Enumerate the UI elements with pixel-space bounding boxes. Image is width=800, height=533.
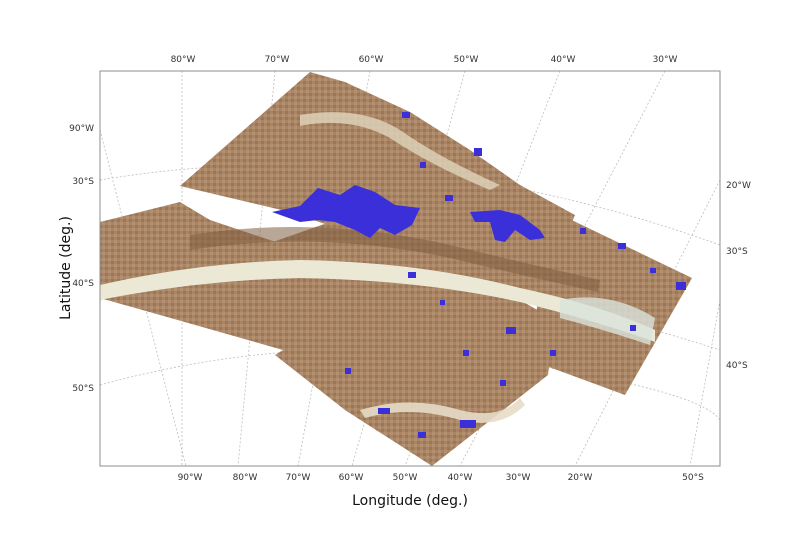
bottom-tick: 90°W bbox=[178, 473, 203, 483]
bottom-tick: 20°W bbox=[568, 473, 593, 483]
plot-frame bbox=[99, 70, 721, 467]
light-band-main bbox=[100, 260, 655, 342]
bottom-tick: 40°W bbox=[448, 473, 473, 483]
right-tick: 20°W bbox=[726, 181, 751, 191]
bottom-tick: 80°W bbox=[233, 473, 258, 483]
bottom-tick: 30°W bbox=[506, 473, 531, 483]
bottom-tick: 50°W bbox=[393, 473, 418, 483]
light-band-upper bbox=[300, 112, 500, 190]
x-axis-label: Longitude (deg.) bbox=[352, 493, 468, 509]
dark-band bbox=[190, 227, 600, 292]
left-tick: 30°S bbox=[72, 177, 94, 187]
bottom-tick: 50°S bbox=[682, 473, 704, 483]
right-tick: 40°S bbox=[726, 361, 748, 371]
top-tick: 80°W bbox=[171, 55, 196, 65]
bottom-tick: 60°W bbox=[339, 473, 364, 483]
left-tick: 90°W bbox=[69, 124, 94, 134]
top-tick-labels: 80°W 70°W 60°W 50°W 40°W 30°W bbox=[171, 55, 678, 65]
right-tick-labels: 20°W 30°S 40°S bbox=[726, 181, 751, 371]
top-tick: 40°W bbox=[551, 55, 576, 65]
highlight-regions bbox=[272, 112, 686, 438]
top-tick: 60°W bbox=[359, 55, 384, 65]
light-band-right bbox=[560, 297, 655, 345]
top-tick: 50°W bbox=[454, 55, 479, 65]
left-tick: 40°S bbox=[72, 279, 94, 289]
left-tick-labels: 90°W 30°S 40°S 50°S bbox=[69, 124, 94, 394]
bottom-tick: 70°W bbox=[286, 473, 311, 483]
top-tick: 70°W bbox=[265, 55, 290, 65]
y-axis-label: Latitude (deg.) bbox=[58, 216, 74, 320]
right-tick: 30°S bbox=[726, 247, 748, 257]
top-tick: 30°W bbox=[653, 55, 678, 65]
left-tick: 50°S bbox=[72, 384, 94, 394]
terrain-mosaic bbox=[100, 72, 692, 466]
bottom-tick-labels: 90°W 80°W 70°W 60°W 50°W 40°W 30°W 20°W … bbox=[178, 473, 705, 483]
light-band-lower bbox=[360, 398, 525, 423]
